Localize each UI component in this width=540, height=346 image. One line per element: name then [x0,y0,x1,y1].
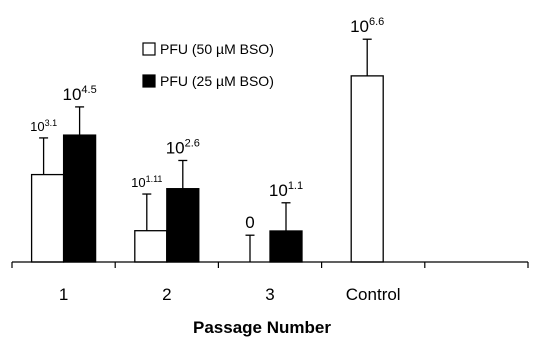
error-bar-group [39,38,372,262]
legend-label-50uM: PFU (50 µM BSO) [160,41,274,57]
data-label-base: 10 [131,175,145,190]
x-tick-label: 1 [59,285,68,304]
data-label-exponent: 1.1 [288,180,303,192]
legend: PFU (50 µM BSO) PFU (25 µM BSO) [142,41,274,89]
x-axis: 1 2 3 Control [11,261,529,304]
legend-label-25uM: PFU (25 µM BSO) [160,73,274,89]
data-label-exponent: 1.11 [146,174,163,184]
data-label-exponent: 6.6 [369,16,384,28]
bar-50uM [350,75,384,263]
bar-25uM [62,134,97,263]
data-label-base: 10 [62,85,81,104]
data-label: 106.6 [350,16,384,36]
data-label: 102.6 [166,137,200,157]
bar-50uM [30,173,65,263]
data-label-base: 0 [245,213,254,232]
bar-25uM [269,230,303,263]
data-label-exponent: 4.5 [81,84,96,96]
data-label-base: 10 [166,138,185,157]
x-tick-label: Control [346,285,401,304]
data-label-exponent: 3.1 [45,118,58,128]
bar-50uM [134,230,168,263]
x-tick-label: 3 [265,285,274,304]
data-label: 101.1 [269,180,303,200]
x-axis-title: Passage Number [193,318,331,337]
data-label: 103.1 [30,118,57,134]
data-label-base: 10 [30,119,44,134]
bar-25uM [166,188,200,263]
data-label: 104.5 [62,84,96,104]
x-tick-label: 2 [162,285,171,304]
bar-series-group [30,75,384,263]
data-label-base: 10 [269,181,288,200]
legend-swatch-25uM [142,74,156,88]
data-label-exponent: 2.6 [185,137,200,149]
legend-swatch-50uM [142,42,156,56]
data-label: 0 [245,213,254,232]
data-label-base: 10 [350,17,369,36]
data-label: 101.11 [131,174,162,190]
